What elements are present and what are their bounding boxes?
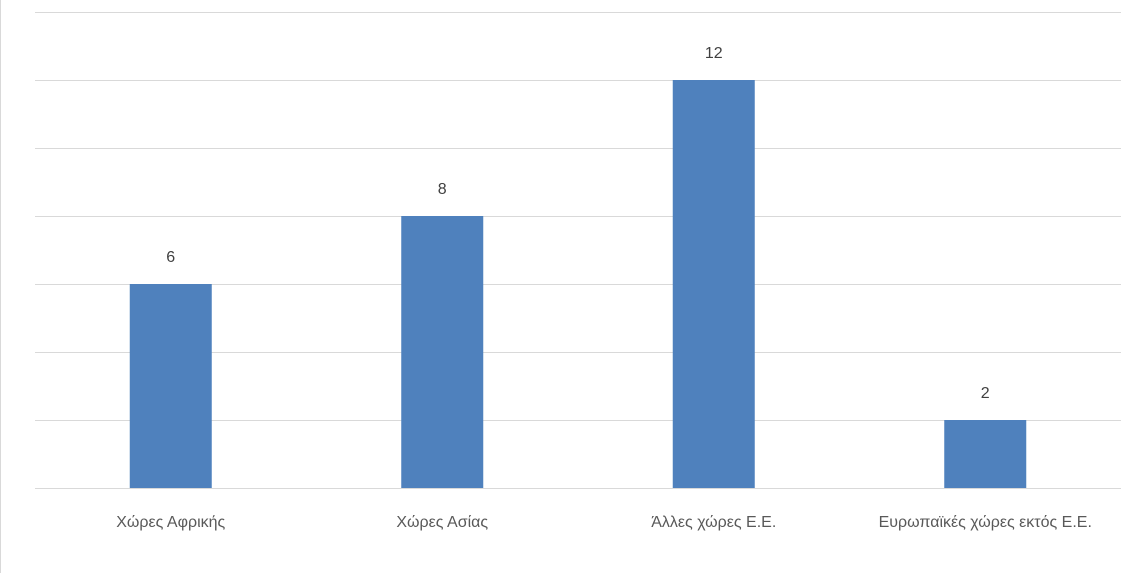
- x-tick-label: Ευρωπαϊκές χώρες εκτός Ε.Ε.: [879, 514, 1092, 531]
- data-label: 12: [705, 45, 723, 62]
- gridlines: [35, 12, 1121, 489]
- bar: [401, 216, 484, 488]
- bar: [672, 80, 755, 488]
- data-labels: 6 8 12 2: [166, 45, 990, 402]
- x-tick-labels: Χώρες Αφρικής Χώρες Ασίας Άλλες χώρες Ε.Ε.…: [116, 514, 1092, 531]
- x-tick-label: Άλλες χώρες Ε.Ε.: [651, 514, 776, 531]
- bar: [129, 284, 212, 488]
- data-label: 8: [438, 181, 447, 198]
- x-tick-label: Χώρες Ασίας: [396, 514, 488, 531]
- bars: [129, 80, 1027, 488]
- data-label: 6: [166, 249, 175, 266]
- data-label: 2: [981, 385, 990, 402]
- bar: [944, 420, 1027, 488]
- x-tick-label: Χώρες Αφρικής: [116, 514, 225, 531]
